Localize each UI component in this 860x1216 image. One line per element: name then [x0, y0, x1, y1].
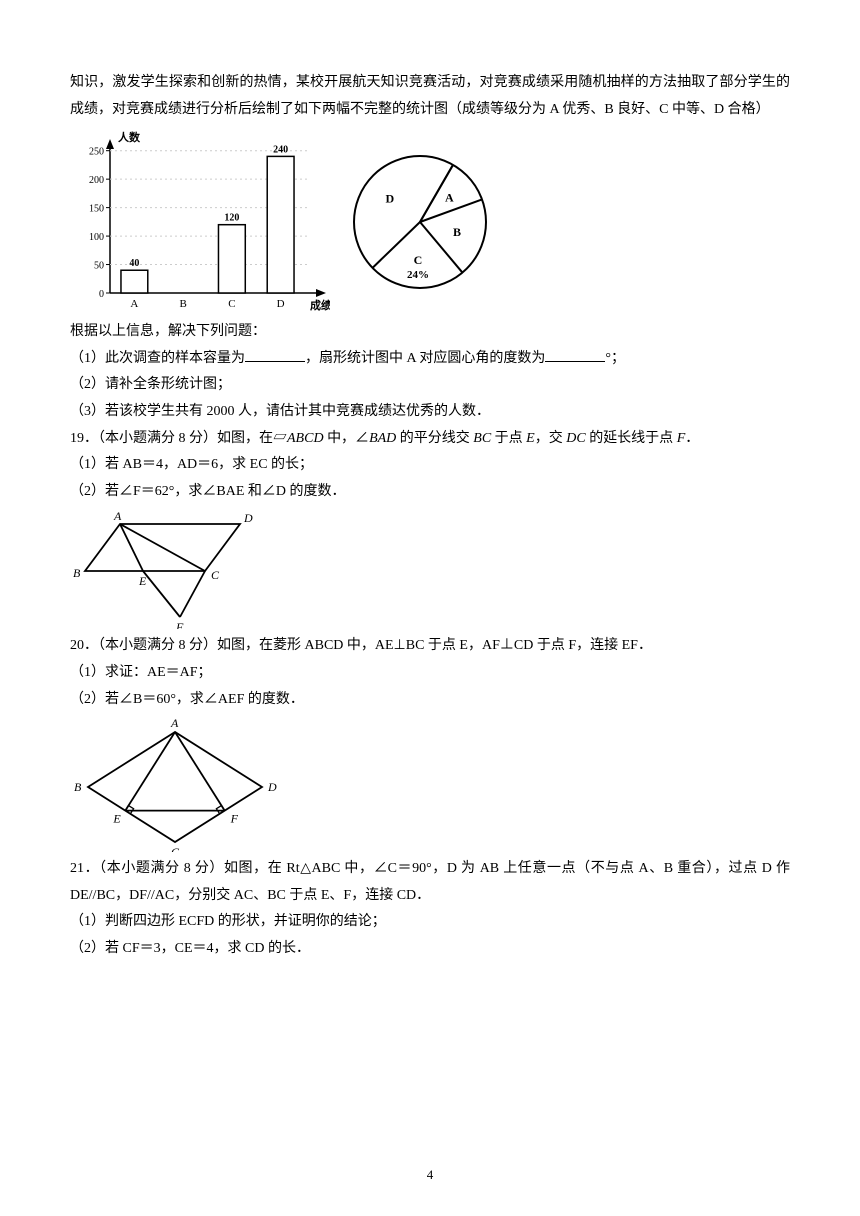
q19-t6: BC: [473, 431, 491, 446]
q19-t2: ABCD: [287, 431, 324, 446]
svg-text:240: 240: [273, 145, 288, 156]
svg-text:40: 40: [129, 258, 139, 269]
q18-i1a: （1）此次调查的样本容量为: [70, 351, 245, 366]
q21-item-1: （1）判断四边形 ECFD 的形状，并证明你的结论；: [70, 909, 790, 936]
svg-text:C: C: [414, 253, 423, 267]
svg-text:C: C: [228, 298, 235, 310]
q19-t12: F: [677, 431, 686, 446]
q19-t5: 的平分线交: [396, 431, 473, 446]
q19-t13: ．: [685, 431, 699, 446]
q18-i1b: ，扇形统计图中 A 对应圆心角的度数为: [305, 351, 545, 366]
q19-item-2: （2）若∠F＝62°，求∠BAE 和∠D 的度数．: [70, 479, 790, 506]
svg-text:A: A: [130, 298, 138, 310]
svg-text:A: A: [170, 717, 179, 730]
q19-t9: ，交: [535, 431, 567, 446]
bar-chart: 人数成绩等级 0 50 100 150 200 250 40 A B 120 C 240 D: [70, 127, 330, 317]
q19-t7: 于点: [491, 431, 526, 446]
q18-lead: 根据以上信息，解决下列问题：: [70, 319, 790, 346]
q18-item-2: （2）请补全条形统计图；: [70, 372, 790, 399]
svg-text:A: A: [445, 191, 454, 205]
q20-item-2: （2）若∠B＝60°，求∠AEF 的度数．: [70, 687, 790, 714]
svg-text:D: D: [267, 780, 277, 794]
q19-t11: 的延长线于点: [586, 431, 677, 446]
q21-head: 21．（本小题满分 8 分）如图，在 Rt△ABC 中，∠C＝90°，D 为 A…: [70, 856, 790, 909]
svg-text:B: B: [74, 780, 82, 794]
svg-text:200: 200: [89, 175, 104, 186]
q19-t1: 19．（本小题满分 8 分）如图，在▱: [70, 431, 287, 446]
charts-row: 人数成绩等级 0 50 100 150 200 250 40 A B 120 C 240 D A B C 24%…: [70, 127, 790, 317]
svg-text:B: B: [179, 298, 186, 310]
q18-i1c: °；: [605, 351, 625, 366]
q19-t8: E: [526, 431, 535, 446]
svg-text:50: 50: [94, 261, 104, 272]
svg-text:250: 250: [89, 147, 104, 158]
blank-sample-size[interactable]: [245, 348, 305, 362]
svg-text:D: D: [243, 511, 253, 525]
svg-text:D: D: [385, 192, 394, 206]
svg-text:人数: 人数: [118, 130, 141, 144]
q18-item-3: （3）若该校学生共有 2000 人，请估计其中竞赛成绩达优秀的人数．: [70, 399, 790, 426]
q19-head: 19．（本小题满分 8 分）如图，在▱ABCD 中，∠BAD 的平分线交 BC …: [70, 426, 790, 453]
svg-text:C: C: [211, 568, 220, 582]
svg-text:F: F: [175, 620, 184, 629]
svg-text:B: B: [453, 225, 461, 239]
svg-text:成绩等级: 成绩等级: [310, 298, 330, 312]
q19-t10: DC: [566, 431, 585, 446]
q20-figure: A B C D E F: [70, 717, 790, 852]
pie-chart: A B C 24% D: [340, 142, 500, 302]
svg-text:F: F: [230, 812, 239, 826]
q19-t4: BAD: [369, 431, 396, 446]
blank-angle-a[interactable]: [545, 348, 605, 362]
svg-text:B: B: [73, 566, 81, 580]
page-number: 4: [0, 1163, 860, 1188]
q19-figure: A D B C E F: [70, 509, 790, 629]
svg-text:150: 150: [89, 204, 104, 215]
svg-text:120: 120: [224, 213, 239, 224]
intro-paragraph: 知识，激发学生探索和创新的热情，某校开展航天知识竞赛活动，对竞赛成绩采用随机抽样…: [70, 70, 790, 123]
svg-text:24%: 24%: [407, 269, 429, 281]
q18-item-1: （1）此次调查的样本容量为 ，扇形统计图中 A 对应圆心角的度数为 °；: [70, 346, 790, 373]
svg-text:E: E: [138, 574, 147, 588]
svg-text:C: C: [171, 845, 180, 852]
svg-text:E: E: [112, 812, 121, 826]
q19-item-1: （1）若 AB＝4，AD＝6，求 EC 的长；: [70, 452, 790, 479]
svg-text:D: D: [277, 298, 285, 310]
q19-t3: 中，∠: [324, 431, 370, 446]
svg-text:100: 100: [89, 232, 104, 243]
svg-text:A: A: [113, 509, 122, 523]
q20-head: 20．（本小题满分 8 分）如图，在菱形 ABCD 中，AE⊥BC 于点 E，A…: [70, 633, 790, 660]
q20-item-1: （1）求证：AE＝AF；: [70, 660, 790, 687]
svg-text:0: 0: [99, 289, 104, 300]
q21-item-2: （2）若 CF＝3，CE＝4，求 CD 的长．: [70, 936, 790, 963]
